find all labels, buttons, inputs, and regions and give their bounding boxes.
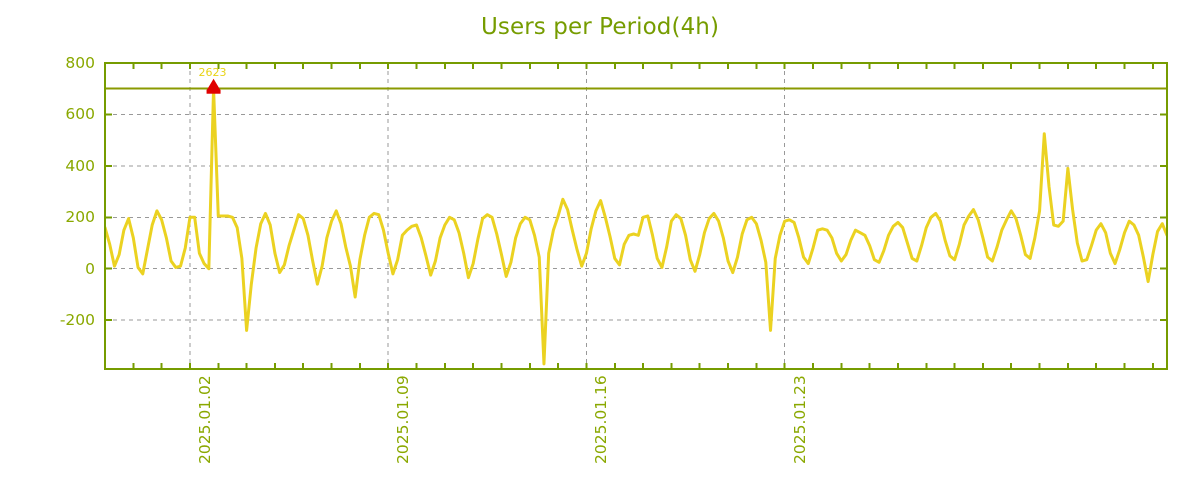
y-axis-tick-label: 0 (85, 259, 95, 278)
x-axis-tick-label: 2025.01.09 (394, 375, 413, 464)
x-axis-tick-label: 2025.01.02 (195, 375, 214, 464)
chart-title: Users per Period(4h) (480, 14, 720, 40)
y-axis-tick-label: 200 (65, 208, 95, 227)
y-axis-tick-label: -200 (59, 311, 95, 330)
plot-border (104, 62, 1168, 370)
x-axis-tick-label: 2025.01.16 (592, 375, 611, 464)
anomaly-value-label: 2623 (198, 65, 227, 79)
y-axis-tick-label: 600 (65, 105, 95, 124)
data-series-line (105, 87, 1167, 366)
y-axis-tick-label: 800 (65, 54, 95, 72)
anomaly-marker-triangle[interactable] (206, 78, 221, 91)
x-axis-tick-label: 2025.01.23 (790, 375, 809, 464)
anomaly-marker-base (206, 89, 221, 94)
y-axis-tick-label: 400 (65, 156, 95, 175)
